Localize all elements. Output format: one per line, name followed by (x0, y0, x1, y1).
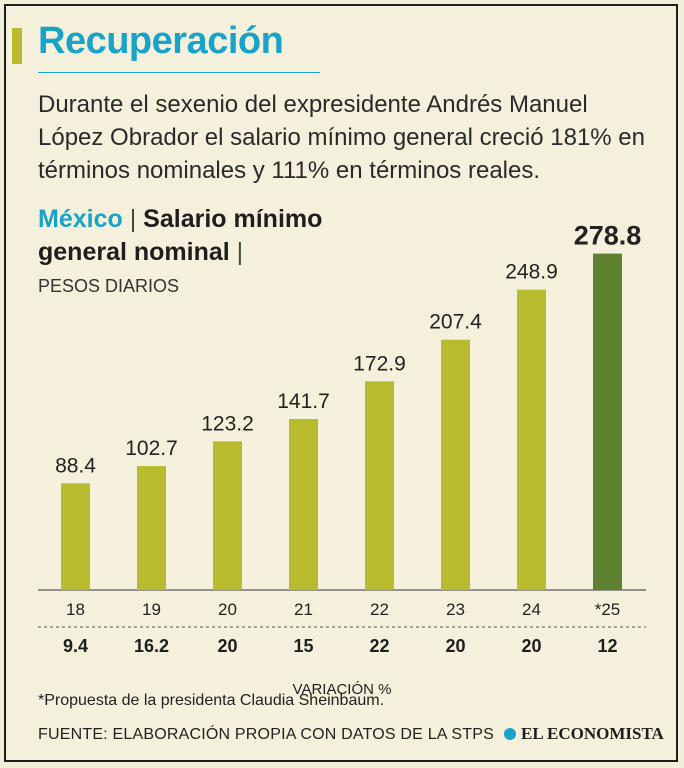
value-label: 248.9 (505, 261, 558, 284)
bar-p25 (593, 253, 622, 590)
brand-name: EL ECONOMISTA (521, 724, 664, 743)
variation-value: 12 (597, 636, 617, 656)
chart-unit: PESOS DIARIOS (38, 276, 180, 296)
variation-label: VARIACIÓN % (292, 681, 392, 698)
x-tick-label: 23 (446, 600, 465, 619)
value-label: 102.7 (125, 437, 178, 460)
variation-value: 22 (369, 636, 389, 656)
bar-20 (213, 441, 242, 590)
source-text: FUENTE: ELABORACIÓN PROPIA CON DATOS DE … (38, 726, 495, 743)
chart-title: México | Salario mínimo general nominal … (38, 203, 418, 269)
variation-value: 20 (445, 636, 465, 656)
variation-value: 15 (293, 636, 313, 656)
bar-21 (289, 419, 318, 590)
x-tick-label: 18 (66, 600, 85, 619)
bar-23 (441, 339, 470, 590)
chart-title-separator: | (129, 205, 137, 233)
value-label: 278.8 (574, 221, 642, 251)
brand-logo: EL ECONOMISTA (504, 724, 664, 744)
x-tick-label: 20 (218, 600, 237, 619)
footnote: *Propuesta de la presidenta Claudia Shei… (38, 692, 385, 709)
chart-title-country: México (38, 205, 123, 233)
bar-24 (517, 289, 546, 590)
bar-19 (137, 466, 166, 590)
x-tick-label: *25 (595, 600, 621, 619)
chart-title-trailing-separator: | (236, 238, 244, 266)
value-label: 141.7 (277, 390, 330, 413)
intro-text: Durante el sexenio del expresidente Andr… (38, 91, 645, 184)
value-label: 172.9 (353, 352, 406, 375)
variation-value: 16.2 (134, 636, 169, 656)
value-label: 88.4 (55, 454, 96, 477)
bar-22 (365, 381, 394, 590)
headline: Recuperación (38, 20, 284, 62)
brand-icon (504, 728, 516, 740)
bar-18 (61, 483, 90, 590)
x-tick-label: 22 (370, 600, 389, 619)
x-tick-label: 19 (142, 600, 161, 619)
variation-value: 20 (521, 636, 541, 656)
value-label: 207.4 (429, 311, 482, 334)
headline-rule (38, 72, 320, 73)
value-label: 123.2 (201, 412, 254, 435)
chart-title-series: Salario mínimo general nominal (38, 205, 323, 266)
x-tick-label: 24 (522, 600, 541, 619)
variation-value: 20 (217, 636, 237, 656)
accent-bar (12, 28, 22, 64)
infographic-frame (4, 4, 678, 762)
variation-value: 9.4 (63, 636, 88, 656)
x-tick-label: 21 (294, 600, 313, 619)
